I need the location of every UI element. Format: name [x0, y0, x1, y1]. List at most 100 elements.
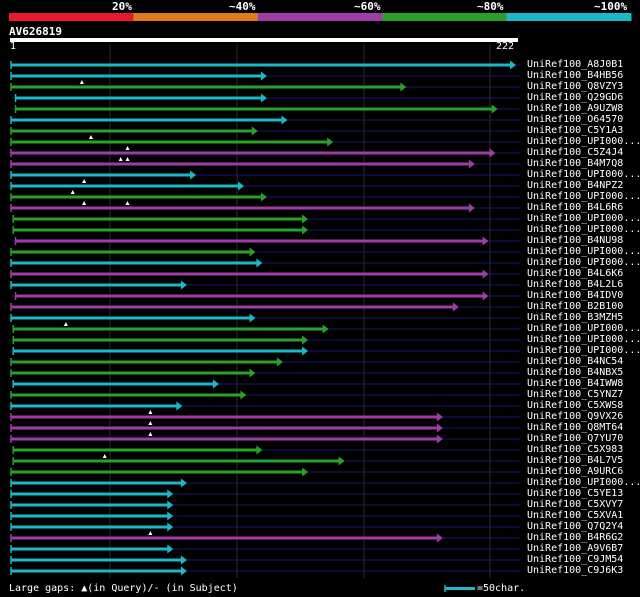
- hit-label[interactable]: UniRef100_C5Z4J4: [527, 147, 624, 158]
- hit-label[interactable]: UniRef100_B4R6G2: [527, 532, 624, 543]
- hit-label[interactable]: UniRef100_UPI000...: [527, 246, 640, 257]
- hit-end-arrow: [176, 401, 183, 411]
- hit-end-arrow: [167, 489, 174, 499]
- hit-label[interactable]: UniRef100_UPI000...: [527, 257, 640, 268]
- hit-bar: [11, 481, 183, 485]
- hit-label[interactable]: UniRef100_B4NC54: [527, 356, 624, 367]
- hit-bar: [11, 305, 455, 309]
- hit-bar: [11, 547, 170, 551]
- hit-label[interactable]: UniRef100_B4NU98: [527, 235, 624, 246]
- hit-label[interactable]: UniRef100_A9UZW8: [527, 103, 624, 114]
- hit-label[interactable]: UniRef100_Q7Q2Y4: [527, 521, 624, 532]
- gap-marker: [148, 531, 153, 535]
- hit-bar: [11, 118, 284, 122]
- hit-label[interactable]: UniRef100_UPI000...: [527, 224, 640, 235]
- hit-label[interactable]: UniRef100_A8J0B1: [527, 59, 624, 70]
- hit-label[interactable]: UniRef100_C5Y1A3: [527, 125, 624, 136]
- hit-end-arrow: [322, 324, 329, 334]
- hit-bar: [11, 415, 439, 419]
- hit-label[interactable]: UniRef100_Q29GD6: [527, 92, 624, 103]
- hit-label[interactable]: UniRef100_UPI000...: [527, 191, 640, 202]
- hit-label[interactable]: UniRef100_Q8VZY3: [527, 81, 624, 92]
- hit-end-arrow: [302, 214, 309, 224]
- hit-label[interactable]: UniRef100_UPI000...: [527, 169, 640, 180]
- hit-label[interactable]: UniRef100_Q9VX26: [527, 411, 624, 422]
- hit-label[interactable]: UniRef100_C5YNZ7: [527, 389, 624, 400]
- hit-end-arrow: [180, 566, 187, 576]
- hit-end-arrow: [302, 467, 309, 477]
- hit-label[interactable]: UniRef100_C5XWS8: [527, 400, 624, 411]
- hit-bar: [11, 514, 170, 518]
- hit-end-arrow: [436, 533, 443, 543]
- hit-label[interactable]: UniRef100_B3MZH5: [527, 312, 624, 323]
- gap-marker: [79, 80, 84, 84]
- gap-marker: [118, 157, 123, 161]
- hit-bar: [11, 184, 241, 188]
- hit-bar: [11, 206, 471, 210]
- hit-end-arrow: [468, 203, 475, 213]
- hit-bar: [11, 316, 252, 320]
- hit-label[interactable]: UniRef100_B4L6R6: [527, 202, 624, 213]
- hit-label[interactable]: UniRef100_UPI000...: [527, 334, 640, 345]
- query-start-label: 1: [10, 41, 17, 52]
- hit-label[interactable]: UniRef100_C5XVY7: [527, 499, 624, 510]
- hit-label[interactable]: UniRef100_B4L2L6: [527, 279, 624, 290]
- percent-label-40: ~40%: [229, 0, 256, 13]
- identity-color-segment: [506, 13, 632, 21]
- hit-label[interactable]: UniRef100_UPI000...: [527, 136, 640, 147]
- hit-label[interactable]: UniRef100_UPI000...: [527, 345, 640, 356]
- hit-end-arrow: [302, 225, 309, 235]
- hit-label[interactable]: UniRef100_B4NBX5: [527, 367, 624, 378]
- hit-label[interactable]: UniRef100_A9URC6: [527, 466, 624, 477]
- hit-end-arrow: [276, 357, 283, 367]
- hit-bar: [13, 448, 259, 452]
- hit-bar: [11, 195, 263, 199]
- hit-end-arrow: [256, 445, 263, 455]
- hit-end-arrow: [491, 104, 498, 114]
- query-sequence-bar: [10, 38, 518, 42]
- hit-label[interactable]: UniRef100_UPI000...: [527, 323, 640, 334]
- hit-label[interactable]: UniRef100_C9J6K3: [527, 565, 624, 576]
- hit-bar: [11, 393, 243, 397]
- hit-label[interactable]: UniRef100_B4IWW8: [527, 378, 624, 389]
- hit-bar: [11, 261, 259, 265]
- hit-label[interactable]: UniRef100_C5X983: [527, 444, 624, 455]
- hit-bar: [15, 294, 485, 298]
- hit-label[interactable]: UniRef100_B4L7V5: [527, 455, 624, 466]
- identity-color-segment: [133, 13, 259, 21]
- hit-bar: [11, 283, 183, 287]
- hit-bar: [13, 338, 305, 342]
- percent-label-100: ~100%: [594, 0, 628, 13]
- hit-bar: [11, 63, 512, 67]
- hit-end-arrow: [436, 412, 443, 422]
- hit-label[interactable]: UniRef100_Q8MT64: [527, 422, 624, 433]
- hit-bar: [11, 503, 170, 507]
- hit-label[interactable]: UniRef100_UPI000...: [527, 213, 640, 224]
- hit-end-arrow: [167, 511, 174, 521]
- hit-label[interactable]: UniRef100_B4IDV0: [527, 290, 624, 301]
- hit-label[interactable]: UniRef100_A9V6B7: [527, 543, 624, 554]
- hit-label[interactable]: UniRef100_Q7YU70: [527, 433, 624, 444]
- hit-bar: [11, 536, 439, 540]
- hit-label[interactable]: UniRef100_B4M7Q8: [527, 158, 624, 169]
- hit-label[interactable]: UniRef100_UPI000...: [527, 477, 640, 488]
- hit-end-arrow: [167, 500, 174, 510]
- gap-marker: [82, 201, 87, 205]
- hit-label[interactable]: UniRef100_B4L6K6: [527, 268, 624, 279]
- hit-label[interactable]: UniRef100_B4NPZ2: [527, 180, 624, 191]
- hit-bar: [11, 173, 193, 177]
- hit-label[interactable]: UniRef100_B2B100: [527, 301, 624, 312]
- large-gaps-legend: Large gaps: ▲(in Query)/- (in Subject): [9, 583, 238, 594]
- percent-label-80: ~80%: [477, 0, 504, 13]
- hit-label[interactable]: UniRef100_B4HB56: [527, 70, 624, 81]
- percent-label-20: 20%: [112, 0, 132, 13]
- hit-bar: [15, 96, 263, 100]
- hit-label[interactable]: UniRef100_C9JM54: [527, 554, 624, 565]
- hit-bar: [13, 382, 215, 386]
- hit-label[interactable]: UniRef100_C5YE13: [527, 488, 624, 499]
- hit-label[interactable]: UniRef100_C5XVA1: [527, 510, 624, 521]
- hit-bar: [11, 360, 279, 364]
- hit-end-arrow: [260, 93, 267, 103]
- hit-label[interactable]: UniRef100_O64570: [527, 114, 624, 125]
